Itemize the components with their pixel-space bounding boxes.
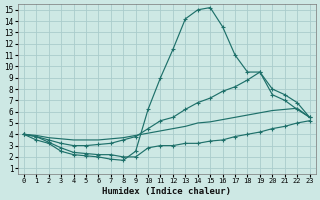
X-axis label: Humidex (Indice chaleur): Humidex (Indice chaleur): [102, 187, 231, 196]
